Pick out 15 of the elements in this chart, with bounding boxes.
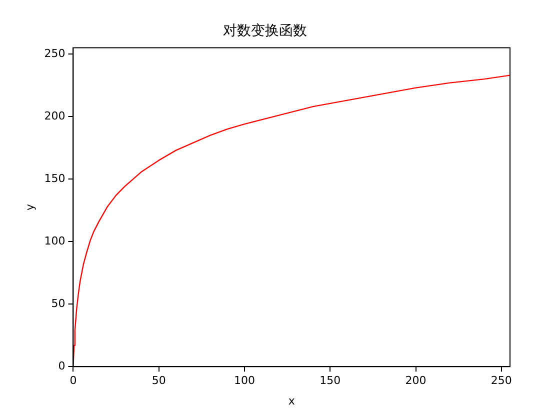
x-tick-label: 50 [152, 374, 166, 388]
y-tick-label: 200 [44, 109, 66, 122]
x-axis-title: x [288, 394, 296, 408]
y-tick-label: 0 [58, 359, 66, 372]
x-tick-label: 100 [234, 374, 255, 388]
y-tick-label: 150 [44, 172, 66, 185]
y-tick-label: 50 [51, 296, 66, 310]
x-tick-label: 0 [70, 374, 77, 388]
x-tick-label: 250 [490, 374, 512, 388]
x-tick-label: 200 [405, 374, 426, 388]
chart-title: 对数变换函数 [223, 23, 307, 40]
y-tick-label: 250 [44, 46, 66, 60]
y-axis-title: y [23, 203, 36, 210]
x-tick-label: 150 [320, 374, 341, 388]
y-tick-label: 100 [44, 234, 66, 248]
